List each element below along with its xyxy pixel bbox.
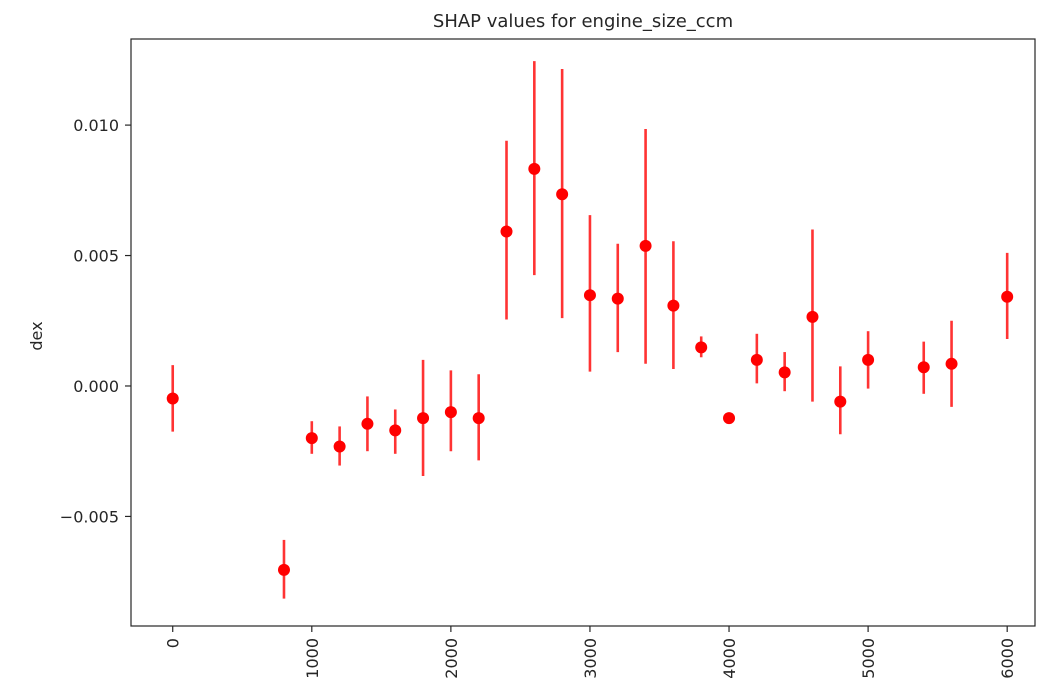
data-point — [723, 412, 736, 425]
data-point — [389, 424, 402, 437]
y-tick-label: −0.005 — [60, 507, 119, 526]
data-point — [834, 395, 847, 408]
data-point — [778, 366, 791, 379]
data-point — [305, 432, 318, 445]
data-point — [277, 563, 290, 576]
data-point — [556, 188, 569, 201]
x-tick-label: 4000 — [720, 638, 739, 679]
x-tick-label: 1000 — [303, 638, 322, 679]
data-point — [611, 292, 624, 305]
chart-title: SHAP values for engine_size_ccm — [433, 11, 733, 32]
error-bars — [171, 61, 1009, 599]
plot-area-frame — [130, 38, 1036, 627]
y-tick-label: 0.005 — [73, 247, 119, 266]
data-point — [806, 310, 819, 323]
data-point — [862, 353, 875, 366]
data-point — [528, 162, 541, 175]
x-tick-label: 5000 — [859, 638, 878, 679]
data-point — [945, 357, 958, 370]
data-point — [667, 299, 680, 312]
x-tick-label: 2000 — [442, 638, 461, 679]
data-point — [166, 392, 179, 405]
x-tick-label: 3000 — [581, 638, 600, 679]
data-point — [750, 353, 763, 366]
data-point — [583, 289, 596, 302]
x-tick-label: 6000 — [998, 638, 1017, 679]
data-point — [472, 412, 485, 425]
x-tick-label: 0 — [164, 638, 183, 648]
y-axis-ticks: −0.005 0.000 0.005 0.010 — [60, 116, 131, 526]
data-point — [444, 406, 457, 419]
data-point — [361, 417, 374, 430]
data-point — [1001, 290, 1014, 303]
y-tick-label: 0.010 — [73, 116, 119, 135]
data-points — [166, 162, 1014, 576]
x-axis-ticks: 0 1000 2000 3000 4000 5000 6000 — [164, 626, 1017, 679]
data-point — [639, 239, 652, 252]
y-axis-label: dex — [27, 321, 46, 350]
data-point — [417, 412, 430, 425]
data-point — [500, 225, 513, 238]
data-point — [333, 440, 346, 453]
data-point — [917, 361, 930, 374]
y-tick-label: 0.000 — [73, 377, 119, 396]
data-point — [695, 341, 708, 354]
